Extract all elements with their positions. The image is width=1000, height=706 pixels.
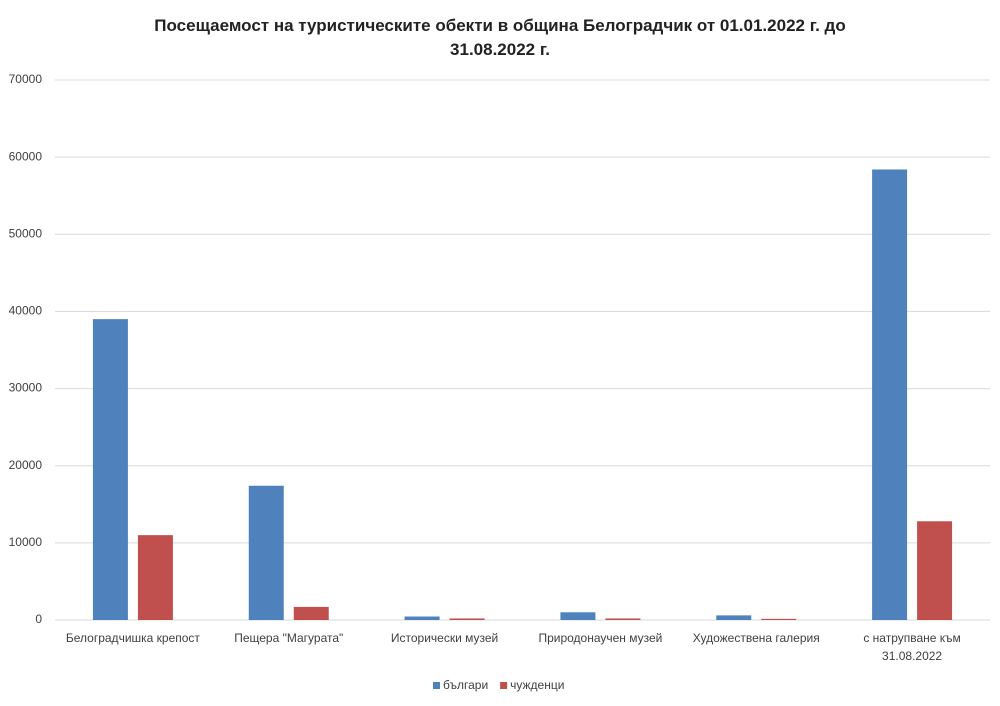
legend-swatch [433,682,440,689]
bar [137,535,173,620]
x-tick-label: Пещера "Магурата" [234,631,343,645]
bar [449,618,485,620]
chart-title: Посещаемост на туристическите обекти в о… [154,16,845,59]
x-tick-label: с натрупване към 31.08.2022 [863,631,960,663]
x-tick-label: Белоградчишка крепост [66,631,201,645]
y-tick-label: 30000 [9,381,43,395]
legend-swatch [500,682,508,689]
bar [560,612,596,620]
bar [92,319,128,620]
bar [917,521,953,620]
bar [761,618,797,620]
y-tick-label: 0 [35,612,42,626]
y-tick-label: 20000 [9,458,43,472]
x-tick-label: Природонаучен музей [538,631,662,645]
y-tick-label: 10000 [9,535,43,549]
x-tick-label: Исторически музей [391,631,498,645]
bar [605,618,641,620]
bar [872,169,908,620]
y-tick-label: 70000 [9,72,43,86]
bar [293,606,329,620]
y-tick-label: 50000 [9,226,43,240]
y-tick-label: 40000 [9,304,43,318]
bar [248,485,284,620]
y-tick-label: 60000 [9,149,43,163]
x-tick-label: Художествена галерия [693,631,820,645]
legend-label: българи [443,678,488,692]
bar [404,616,440,620]
legend-label: чужденци [510,678,564,692]
bar [716,615,752,620]
